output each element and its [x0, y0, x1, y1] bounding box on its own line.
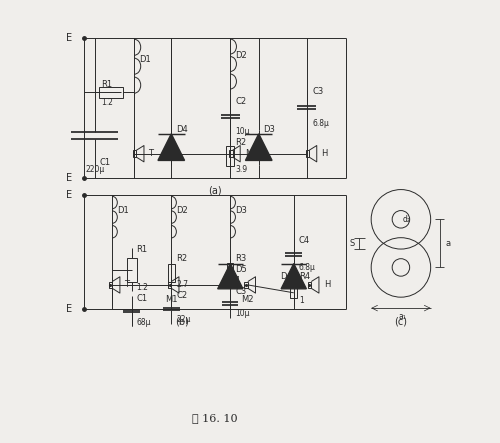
Text: H: H — [324, 280, 330, 289]
Text: D1: D1 — [140, 55, 151, 64]
Text: D2: D2 — [176, 206, 188, 215]
Text: D4: D4 — [176, 125, 188, 134]
Text: R2: R2 — [236, 138, 246, 147]
Bar — [133, 150, 136, 157]
Text: C1: C1 — [136, 294, 147, 303]
Bar — [226, 146, 234, 166]
Bar — [127, 257, 136, 282]
Text: C2: C2 — [176, 291, 188, 300]
Text: 1.2: 1.2 — [136, 283, 148, 291]
Bar — [290, 281, 297, 298]
Bar — [229, 150, 232, 157]
Polygon shape — [281, 264, 306, 289]
Text: D4: D4 — [280, 272, 292, 281]
Text: M: M — [245, 149, 252, 158]
Text: 22μ: 22μ — [176, 315, 191, 324]
Text: T: T — [124, 280, 130, 289]
Text: (a): (a) — [208, 186, 222, 196]
Text: 220μ: 220μ — [86, 165, 105, 175]
Text: M1: M1 — [164, 295, 177, 304]
Text: T: T — [148, 149, 154, 158]
Bar — [227, 263, 234, 279]
Text: R1: R1 — [136, 245, 147, 254]
Bar — [99, 87, 123, 98]
Text: H: H — [322, 149, 328, 158]
Text: D3: D3 — [236, 206, 248, 215]
Text: D1: D1 — [118, 206, 129, 215]
Bar — [308, 282, 311, 288]
Text: E: E — [66, 304, 72, 314]
Text: D3: D3 — [263, 125, 275, 134]
Text: C2: C2 — [236, 97, 246, 106]
Text: R2: R2 — [176, 254, 188, 263]
Text: E: E — [66, 173, 72, 183]
Text: D2: D2 — [236, 51, 248, 60]
Text: 6.8μ: 6.8μ — [299, 263, 316, 272]
Polygon shape — [158, 134, 184, 160]
Text: 10μ: 10μ — [236, 127, 250, 136]
Text: 6.8μ: 6.8μ — [312, 119, 329, 128]
Text: R4: R4 — [299, 272, 310, 281]
Text: 10μ: 10μ — [236, 309, 250, 318]
Bar — [168, 282, 172, 288]
Text: R3: R3 — [236, 254, 247, 263]
Text: 1: 1 — [299, 296, 304, 305]
Text: E: E — [66, 190, 72, 200]
Text: D5: D5 — [236, 265, 248, 274]
Bar — [306, 150, 309, 157]
Text: a₁: a₁ — [398, 312, 406, 321]
Bar — [244, 282, 248, 288]
Text: C1: C1 — [99, 158, 110, 167]
Text: C4: C4 — [299, 236, 310, 245]
Text: 图 16. 10: 图 16. 10 — [192, 413, 238, 423]
Text: S: S — [350, 239, 354, 248]
Text: E: E — [66, 33, 72, 43]
Bar — [168, 264, 175, 282]
Text: 3.9: 3.9 — [236, 164, 248, 174]
Text: d₂: d₂ — [403, 215, 411, 224]
Text: 1.2: 1.2 — [102, 97, 113, 107]
Text: 68μ: 68μ — [136, 318, 151, 326]
Text: (c): (c) — [394, 316, 407, 326]
Polygon shape — [218, 264, 243, 289]
Text: C3: C3 — [236, 287, 247, 296]
Text: (b): (b) — [175, 316, 189, 326]
Text: a: a — [445, 239, 450, 248]
Bar — [109, 282, 112, 288]
Text: 1: 1 — [236, 276, 240, 285]
Text: 2.7: 2.7 — [176, 280, 188, 289]
Text: C3: C3 — [312, 87, 324, 96]
Text: R1: R1 — [102, 80, 112, 89]
Text: M2: M2 — [242, 295, 254, 304]
Polygon shape — [246, 134, 272, 160]
